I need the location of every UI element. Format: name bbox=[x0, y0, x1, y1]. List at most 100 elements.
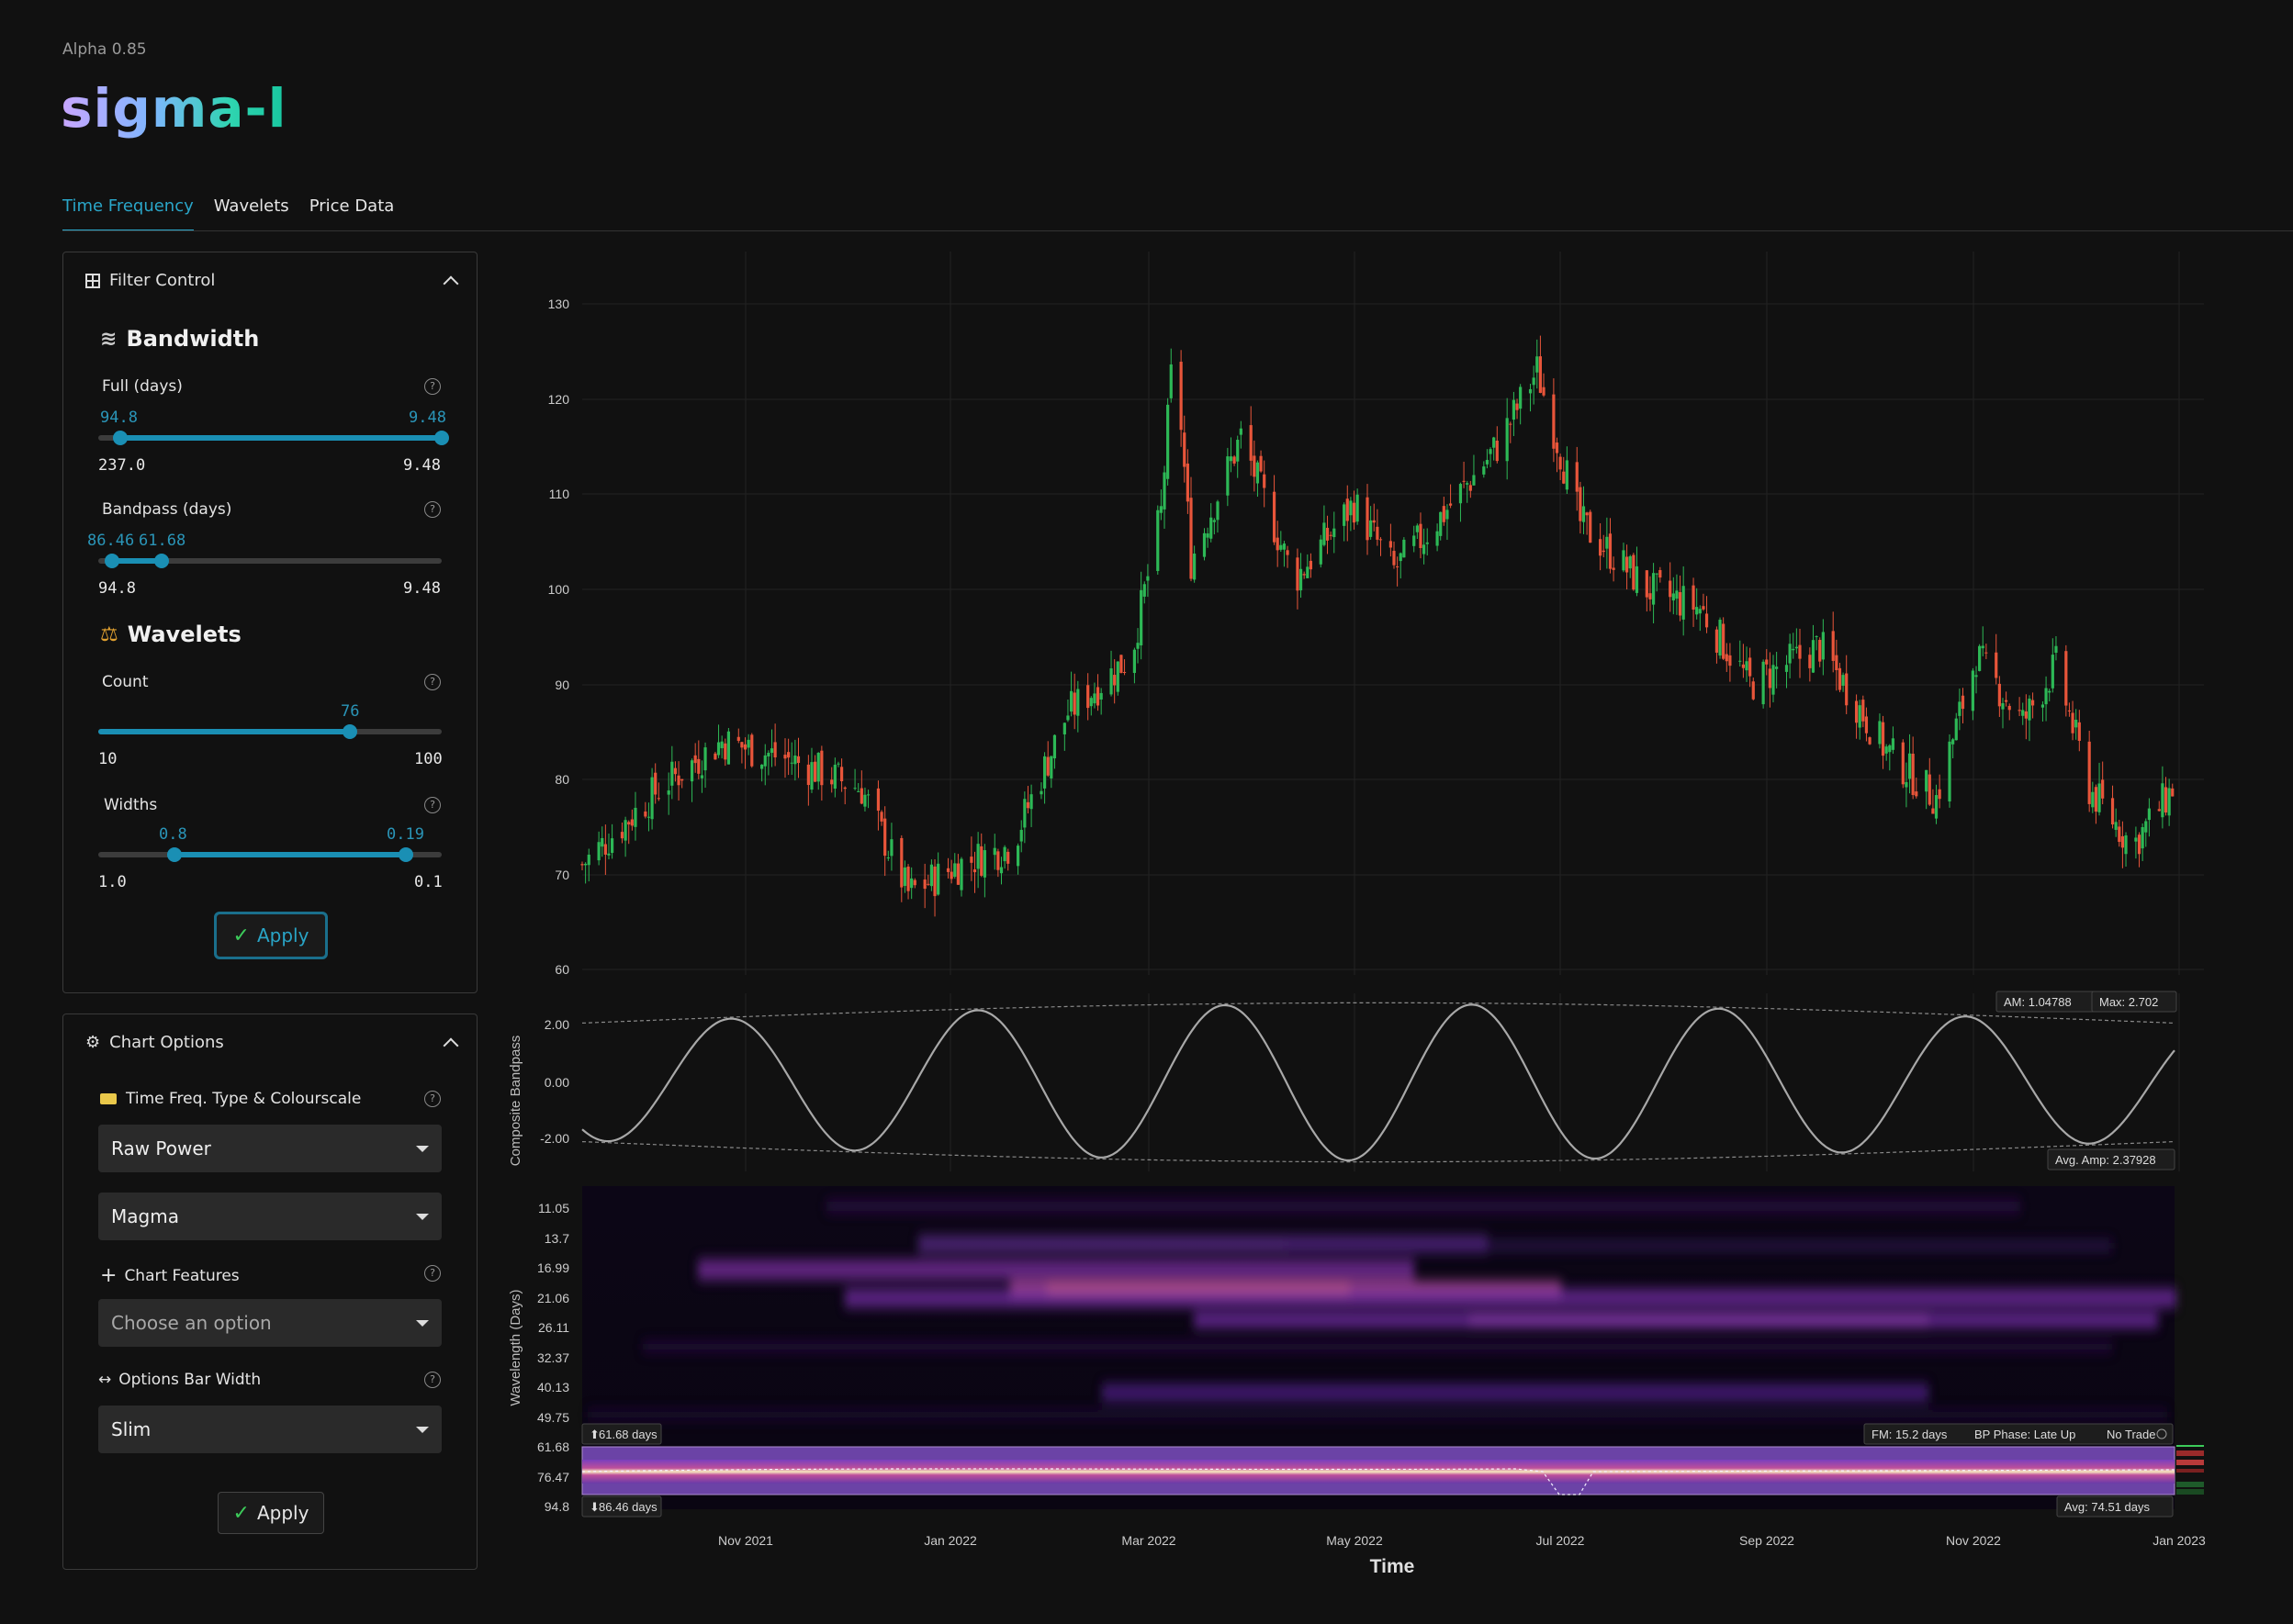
candle-body bbox=[1784, 665, 1789, 672]
candle-body bbox=[743, 744, 747, 750]
candle-body bbox=[1109, 668, 1113, 695]
candle-body bbox=[839, 767, 844, 781]
bandpass-slider-track[interactable] bbox=[98, 558, 442, 564]
help-icon[interactable]: ? bbox=[424, 1372, 441, 1388]
chart-features-select[interactable]: Choose an option bbox=[98, 1299, 442, 1347]
candle-body bbox=[1322, 522, 1326, 545]
candle-body bbox=[1163, 472, 1166, 510]
candle-body bbox=[1272, 491, 1276, 543]
wavelets-heading: ⚖ Wavelets bbox=[100, 622, 242, 647]
chevron-up-icon[interactable] bbox=[443, 275, 459, 291]
candle-body bbox=[697, 758, 701, 774]
chevron-up-icon[interactable] bbox=[443, 1037, 459, 1053]
candle-body bbox=[680, 778, 684, 781]
chart-options-header[interactable]: ⚙ Chart Options bbox=[85, 1033, 459, 1053]
candle-body bbox=[983, 850, 986, 878]
candle-body bbox=[1372, 520, 1376, 523]
candle-body bbox=[1622, 550, 1625, 571]
candle-body bbox=[2074, 719, 2078, 728]
candle-body bbox=[816, 752, 820, 782]
candle-body bbox=[673, 767, 678, 775]
help-icon[interactable]: ? bbox=[424, 378, 441, 395]
tf-type-select[interactable]: Raw Power bbox=[98, 1125, 442, 1172]
candle-body bbox=[1298, 568, 1303, 591]
wavelength-tick-label: 49.75 bbox=[537, 1410, 569, 1425]
candle-body bbox=[2040, 704, 2045, 708]
candle-body bbox=[1632, 554, 1635, 590]
candle-body bbox=[1519, 386, 1523, 409]
candle-body bbox=[2051, 655, 2054, 689]
widths-high-handle[interactable] bbox=[399, 847, 413, 862]
bar-width-select[interactable]: Slim bbox=[98, 1406, 442, 1453]
tab-price-data[interactable]: Price Data bbox=[309, 196, 395, 216]
help-icon[interactable]: ? bbox=[424, 1265, 441, 1282]
candle-body bbox=[1472, 475, 1476, 486]
candle-body bbox=[1692, 585, 1695, 610]
svg-text:⬇: ⬇ bbox=[590, 1500, 600, 1514]
wavelength-tick-label: 11.05 bbox=[538, 1201, 569, 1215]
candle-body bbox=[1156, 510, 1160, 571]
candle-body bbox=[1462, 480, 1466, 482]
candle-body bbox=[2077, 722, 2081, 741]
full-days-high-handle[interactable] bbox=[434, 431, 449, 445]
candle-body bbox=[853, 788, 857, 790]
candle-body bbox=[1419, 523, 1422, 549]
candle-body bbox=[1052, 734, 1057, 759]
candle-body bbox=[910, 878, 914, 889]
bandpass-low-handle[interactable] bbox=[105, 554, 119, 568]
candle-body bbox=[1811, 640, 1815, 673]
svg-text:61.68 days: 61.68 days bbox=[599, 1428, 658, 1441]
candle-body bbox=[1096, 687, 1100, 706]
count-handle[interactable] bbox=[343, 724, 357, 739]
tabs-divider bbox=[62, 230, 2293, 231]
help-icon[interactable]: ? bbox=[424, 797, 441, 813]
full-days-high-value: 9.48 bbox=[409, 409, 446, 427]
chart-options-apply-button[interactable]: ✓ Apply bbox=[218, 1492, 324, 1534]
candle-body bbox=[863, 794, 867, 807]
candle-body bbox=[1854, 700, 1859, 723]
app-logo: sigma-l bbox=[61, 77, 287, 140]
x-tick-label: Mar 2022 bbox=[1121, 1533, 1175, 1548]
candle-body bbox=[1938, 789, 1941, 800]
candle-body bbox=[1435, 531, 1439, 546]
candle-body bbox=[996, 851, 1000, 870]
candle-body bbox=[1821, 632, 1825, 660]
candle-body bbox=[2101, 779, 2105, 799]
tab-time-frequency[interactable]: Time Frequency bbox=[62, 193, 194, 231]
options-mini-bar[interactable] bbox=[2176, 1445, 2204, 1495]
filter-control-header[interactable]: Filter Control bbox=[85, 271, 459, 291]
help-icon[interactable]: ? bbox=[424, 501, 441, 518]
widths-low-handle[interactable] bbox=[167, 847, 182, 862]
price-gridlines bbox=[582, 252, 2204, 975]
tab-wavelets[interactable]: Wavelets bbox=[213, 196, 289, 216]
candle-body bbox=[1249, 425, 1253, 461]
candle-body bbox=[720, 741, 724, 749]
candle-body bbox=[953, 863, 957, 878]
help-icon[interactable]: ? bbox=[424, 674, 441, 690]
x-tick-label: Jan 2022 bbox=[924, 1533, 977, 1548]
candle-body bbox=[860, 788, 863, 804]
candle-body bbox=[646, 816, 651, 818]
colourscale-select[interactable]: Magma bbox=[98, 1193, 442, 1240]
candle-body bbox=[1835, 655, 1838, 671]
candle-body bbox=[1831, 631, 1835, 661]
filter-apply-button[interactable]: ✓ Apply bbox=[214, 912, 328, 959]
full-days-low-handle[interactable] bbox=[113, 431, 128, 445]
candle-body bbox=[1146, 576, 1150, 581]
candle-body bbox=[1635, 566, 1639, 593]
candle-body bbox=[950, 871, 953, 879]
candle-body bbox=[760, 764, 764, 769]
bandpass-high-handle[interactable] bbox=[154, 554, 169, 568]
candle-body bbox=[2001, 703, 2005, 710]
candle-body bbox=[1815, 635, 1818, 637]
candle-body bbox=[1122, 672, 1127, 674]
candle-body bbox=[1505, 418, 1509, 462]
help-icon[interactable]: ? bbox=[424, 1091, 441, 1107]
candle-body bbox=[1349, 500, 1353, 516]
svg-text:Avg: 74.51 days: Avg: 74.51 days bbox=[2064, 1500, 2150, 1514]
wavelength-tick-label: 26.11 bbox=[538, 1320, 569, 1335]
candle-body bbox=[1695, 607, 1699, 615]
candle-body bbox=[630, 819, 634, 826]
candle-body bbox=[1725, 654, 1728, 662]
